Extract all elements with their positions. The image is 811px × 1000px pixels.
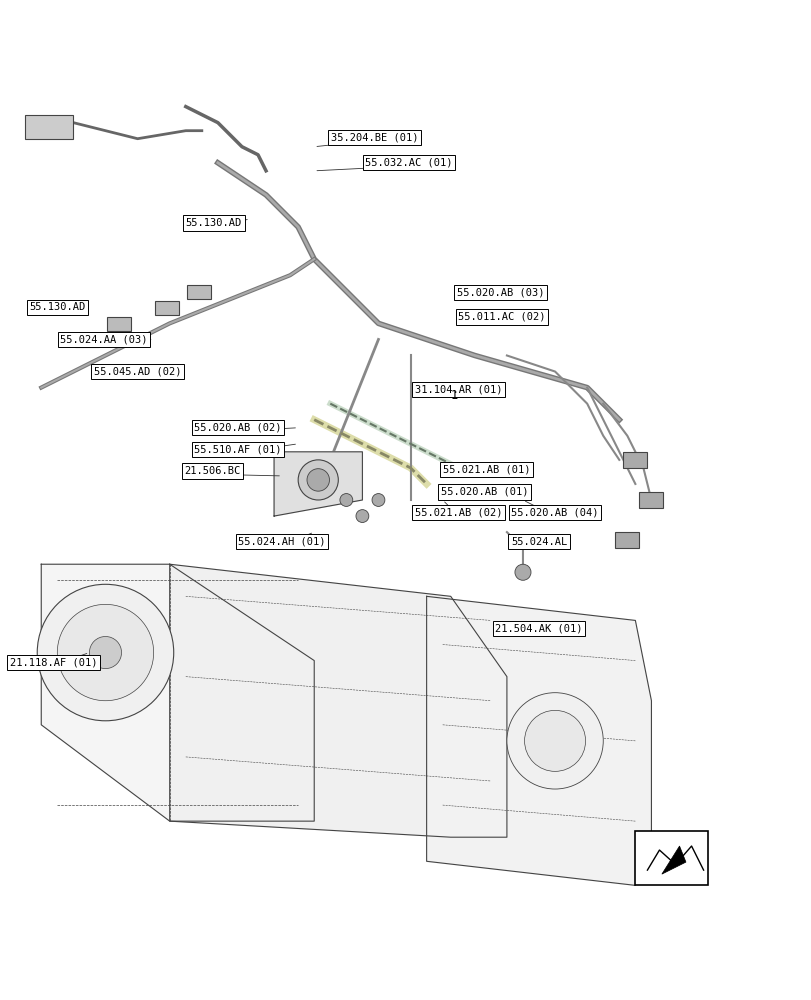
Circle shape (340, 494, 352, 506)
Text: 55.020.AB (01): 55.020.AB (01) (440, 487, 527, 497)
Circle shape (37, 584, 174, 721)
Bar (75, 333, 99, 347)
Circle shape (524, 710, 585, 771)
Text: 55.021.AB (02): 55.021.AB (02) (414, 508, 502, 518)
Circle shape (58, 604, 153, 701)
Circle shape (506, 693, 603, 789)
Text: 1: 1 (450, 389, 458, 402)
Text: 55.021.AB (01): 55.021.AB (01) (443, 464, 530, 474)
Text: 55.020.AB (04): 55.020.AB (04) (511, 508, 598, 518)
Text: 55.020.AB (03): 55.020.AB (03) (456, 288, 543, 298)
Text: 55.032.AC (01): 55.032.AC (01) (365, 158, 453, 168)
Text: 21.506.BC: 21.506.BC (184, 466, 240, 476)
Bar (187, 285, 211, 299)
Circle shape (307, 469, 329, 491)
Bar (638, 492, 663, 508)
Circle shape (514, 564, 530, 580)
Circle shape (298, 460, 338, 500)
Text: 55.130.AD: 55.130.AD (186, 218, 242, 228)
Circle shape (89, 636, 122, 669)
Polygon shape (41, 564, 314, 821)
Bar (25, 115, 73, 139)
Polygon shape (274, 452, 362, 516)
Circle shape (355, 510, 368, 522)
Circle shape (371, 494, 384, 506)
Text: 55.020.AB (02): 55.020.AB (02) (194, 423, 281, 433)
Bar (155, 301, 179, 315)
Text: 55.510.AF (01): 55.510.AF (01) (194, 444, 281, 454)
Bar (615, 532, 638, 548)
Polygon shape (661, 846, 685, 874)
Text: 55.024.AL: 55.024.AL (510, 537, 566, 547)
Text: 55.011.AC (02): 55.011.AC (02) (457, 312, 545, 322)
Text: 31.104.AR (01): 31.104.AR (01) (414, 384, 502, 394)
Bar (107, 317, 131, 331)
Polygon shape (169, 564, 506, 837)
Text: 35.204.BE (01): 35.204.BE (01) (330, 132, 418, 142)
Polygon shape (426, 596, 650, 885)
Text: 21.504.AK (01): 21.504.AK (01) (495, 623, 582, 633)
Bar (634, 831, 706, 885)
Bar (623, 452, 646, 468)
Text: 55.130.AD: 55.130.AD (29, 302, 85, 312)
Text: 55.024.AH (01): 55.024.AH (01) (238, 537, 325, 547)
Text: 55.045.AD (02): 55.045.AD (02) (94, 367, 181, 377)
Text: 21.118.AF (01): 21.118.AF (01) (10, 657, 97, 667)
Text: 55.024.AA (03): 55.024.AA (03) (60, 334, 148, 344)
